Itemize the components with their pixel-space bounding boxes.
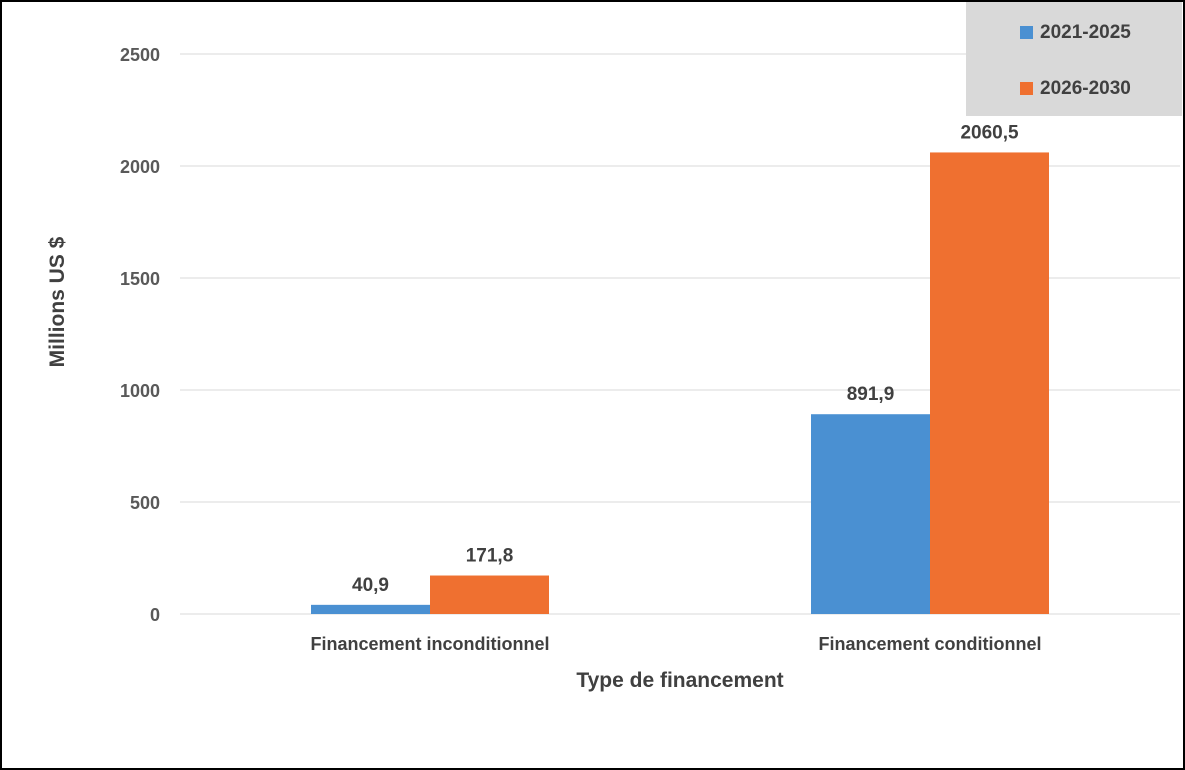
y-tick-label: 500 [130, 493, 160, 513]
data-label: 171,8 [466, 546, 514, 567]
data-labels: 40,9 171,8 891,9 2060,5 [352, 122, 1019, 595]
x-axis-categories: Financement inconditionnel Financement co… [310, 634, 1041, 654]
y-axis-ticks: 0 500 1000 1500 2000 2500 [120, 45, 160, 625]
legend-label-2026-2030: 2026-2030 [1040, 78, 1131, 99]
bar-2021-2025-inconditionnel [311, 604, 430, 614]
bar-2026-2030-inconditionnel [430, 575, 549, 614]
legend-swatch-2026-2030 [1020, 82, 1033, 95]
legend-swatch-2021-2025 [1020, 26, 1033, 39]
y-axis-title: Millions US $ [46, 236, 69, 367]
legend-label-2021-2025: 2021-2025 [1040, 22, 1131, 43]
y-tick-label: 2000 [120, 157, 160, 177]
y-tick-label: 1500 [120, 269, 160, 289]
data-label: 40,9 [352, 575, 389, 596]
y-tick-label: 0 [150, 605, 160, 625]
x-category-label: Financement conditionnel [818, 634, 1041, 654]
bar-2026-2030-conditionnel [930, 152, 1049, 614]
legend-background [966, 2, 1182, 116]
x-category-label: Financement inconditionnel [310, 634, 549, 654]
bar-2021-2025-conditionnel [811, 414, 930, 614]
bars [311, 152, 1049, 614]
y-tick-label: 1000 [120, 381, 160, 401]
x-axis-title: Type de financement [576, 669, 783, 692]
data-label: 2060,5 [960, 122, 1019, 143]
y-tick-label: 2500 [120, 45, 160, 65]
legend: 2021-2025 2026-2030 [966, 2, 1182, 116]
data-label: 891,9 [847, 384, 895, 405]
